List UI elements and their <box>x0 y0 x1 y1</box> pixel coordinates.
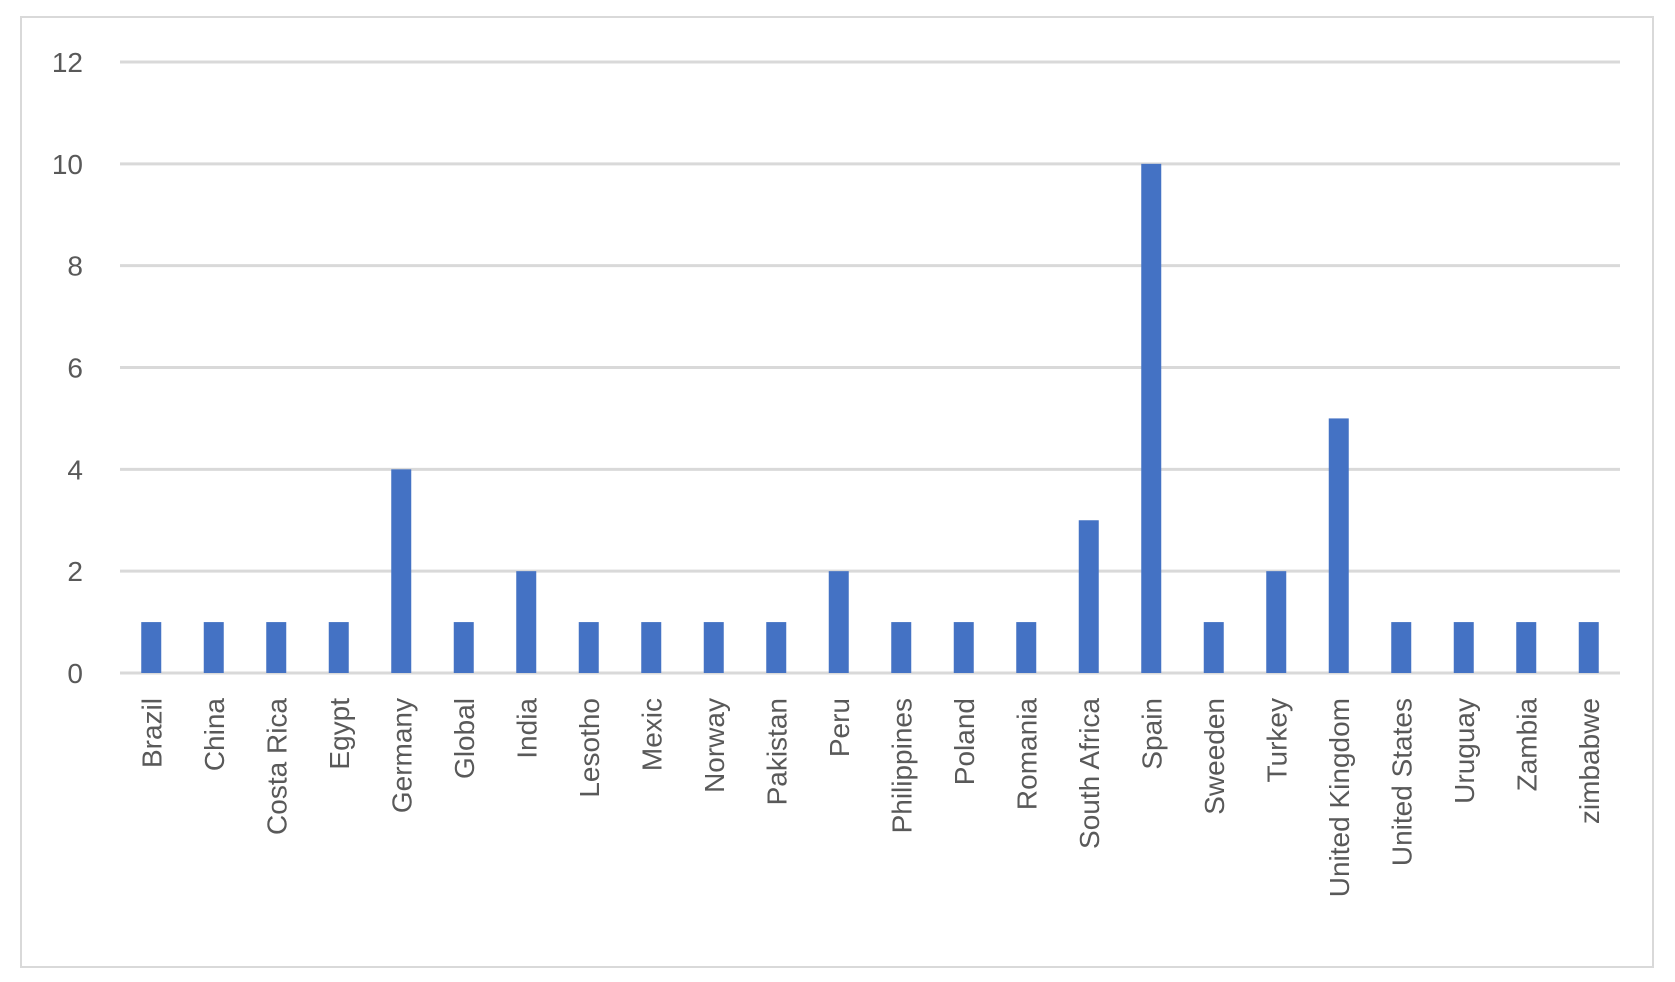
bar <box>453 622 474 673</box>
y-tick-label: 2 <box>67 556 83 587</box>
x-tick-label: Germany <box>386 698 417 813</box>
x-tick-label: Costa Rica <box>261 698 292 835</box>
bar <box>641 622 662 673</box>
bar <box>828 571 849 673</box>
bar <box>141 622 162 673</box>
bar <box>1016 622 1037 673</box>
x-tick-label: China <box>199 698 230 772</box>
bar <box>1141 163 1162 674</box>
x-tick-label: Brazil <box>136 698 167 768</box>
x-tick-label: Zambia <box>1511 698 1542 792</box>
x-tick-label: Pakistan <box>761 698 792 805</box>
bar <box>328 622 349 673</box>
y-tick-label: 6 <box>67 353 83 384</box>
x-tick-label: Poland <box>949 698 980 785</box>
x-tick-label: United States <box>1386 698 1417 866</box>
bar <box>516 571 537 673</box>
bar <box>1328 418 1349 673</box>
chart-frame <box>20 16 1654 968</box>
bar <box>203 622 224 673</box>
x-tick-label: zimbabwe <box>1574 698 1605 824</box>
bar <box>266 622 287 673</box>
bar <box>391 469 412 673</box>
bar <box>1578 622 1599 673</box>
y-tick-label: 8 <box>67 251 83 282</box>
bar <box>1391 622 1412 673</box>
bars <box>141 163 1599 674</box>
x-tick-label: Sweeden <box>1199 698 1230 815</box>
gridlines <box>120 60 1620 675</box>
x-tick-label: Peru <box>824 698 855 757</box>
x-tick-label: Norway <box>699 698 730 793</box>
x-tick-label: Lesotho <box>574 698 605 798</box>
x-axis-labels: Brazil China Costa Rica Egypt Germany Global I… <box>136 698 1605 898</box>
bar <box>953 622 974 673</box>
x-tick-label: Romania <box>1011 698 1042 810</box>
bar <box>1516 622 1537 673</box>
bar <box>703 622 724 673</box>
x-tick-label: Spain <box>1136 698 1167 770</box>
bar <box>1266 571 1287 673</box>
bar <box>1203 622 1224 673</box>
x-tick-label: Turkey <box>1261 698 1292 783</box>
y-tick-label: 4 <box>67 454 83 485</box>
x-tick-label: United Kingdom <box>1324 698 1355 897</box>
y-tick-label: 0 <box>67 658 83 689</box>
bar <box>891 622 912 673</box>
x-tick-label: Global <box>449 698 480 779</box>
y-tick-label: 10 <box>52 149 83 180</box>
x-tick-label: Mexic <box>636 698 667 771</box>
x-tick-label: Uruguay <box>1449 698 1480 804</box>
bar <box>1078 520 1099 673</box>
bar <box>1453 622 1474 673</box>
x-tick-label: Philippines <box>886 698 917 833</box>
x-tick-label: South Africa <box>1074 698 1105 849</box>
bar <box>766 622 787 673</box>
x-tick-label: Egypt <box>324 698 355 770</box>
x-tick-label: India <box>511 698 542 759</box>
bar <box>578 622 599 673</box>
y-axis-ticks: 0 2 4 6 8 10 12 <box>52 47 83 689</box>
y-tick-label: 12 <box>52 47 83 78</box>
